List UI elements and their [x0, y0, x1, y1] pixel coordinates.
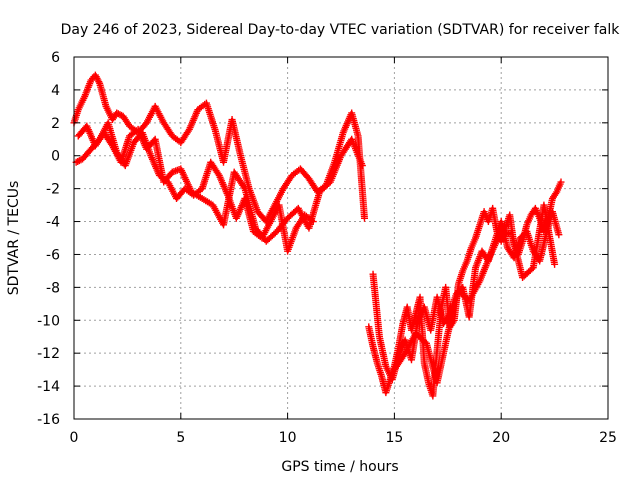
series-6: [390, 201, 559, 387]
y-tick-label: 6: [51, 50, 60, 66]
y-tick-label: -14: [37, 379, 60, 395]
axis-ticks: [73, 56, 609, 420]
y-tick-label: -4: [46, 215, 60, 231]
x-tick-label: 0: [70, 430, 79, 446]
x-tick-labels: 0 5 10 15 20 25: [70, 430, 617, 446]
y-axis-label: SDTVAR / TECUs: [6, 181, 22, 296]
y-tick-label: -2: [46, 182, 60, 198]
y-tick-labels: 6 4 2 0 -2 -4 -6 -8 -10 -12 -14 -16: [37, 50, 60, 428]
y-tick-label: -16: [37, 412, 60, 428]
data-point: [309, 218, 317, 226]
y-tick-label: -6: [46, 247, 60, 263]
y-tick-label: 2: [51, 116, 60, 132]
y-tick-label: -10: [37, 313, 60, 329]
x-tick-label: 15: [385, 430, 403, 446]
data-point: [358, 162, 366, 170]
series-3: [72, 119, 317, 255]
x-tick-label: 20: [492, 430, 510, 446]
x-tick-label: 25: [599, 430, 617, 446]
x-axis-label: GPS time / hours: [281, 459, 398, 475]
data-point: [360, 214, 368, 222]
y-tick-label: 0: [51, 149, 60, 165]
y-tick-label: -8: [46, 280, 60, 296]
y-tick-label: -12: [37, 346, 60, 362]
data-point: [551, 260, 559, 268]
y-tick-label: 4: [51, 83, 60, 99]
x-tick-label: 5: [176, 430, 185, 446]
chart-title: Day 246 of 2023, Sidereal Day-to-day VTE…: [61, 22, 621, 38]
data-points: [70, 71, 565, 400]
plot-frame: [73, 56, 609, 420]
data-point: [557, 178, 565, 186]
data-point: [555, 231, 563, 239]
grid-lines: [74, 57, 608, 419]
x-tick-label: 10: [279, 430, 297, 446]
